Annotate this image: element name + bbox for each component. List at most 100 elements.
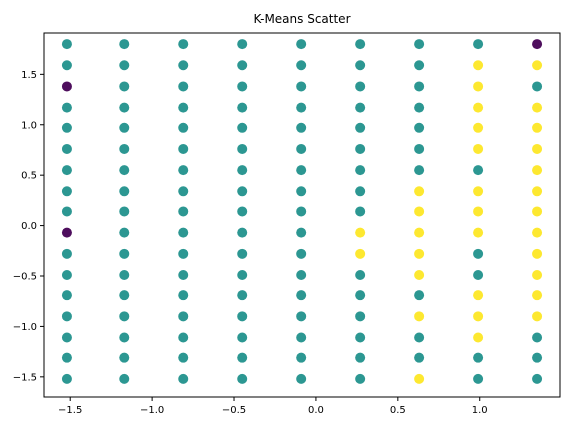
scatter-point-cluster-1	[355, 39, 366, 50]
scatter-point-cluster-1	[61, 186, 72, 197]
scatter-point-cluster-2	[532, 122, 543, 133]
scatter-point-cluster-1	[119, 373, 130, 384]
y-tick-label: 0.5	[21, 171, 37, 182]
y-axis-ticks: −1.5 −1.0 −0.5 0.0 0.5 1.0 1.5	[13, 70, 44, 383]
scatter-point-cluster-2	[532, 311, 543, 322]
scatter-point-cluster-1	[296, 290, 307, 301]
scatter-point-cluster-0	[61, 227, 72, 238]
scatter-point-cluster-1	[237, 227, 248, 238]
scatter-point-cluster-2	[414, 206, 425, 217]
scatter-point-cluster-1	[237, 373, 248, 384]
y-tick-label: 1.5	[21, 70, 37, 81]
scatter-point-cluster-1	[119, 122, 130, 133]
scatter-point-cluster-1	[355, 206, 366, 217]
plot-area-frame	[43, 32, 561, 398]
scatter-point-cluster-2	[473, 290, 484, 301]
scatter-points-layer	[61, 39, 543, 384]
scatter-point-cluster-2	[473, 227, 484, 238]
scatter-point-cluster-2	[473, 60, 484, 71]
scatter-point-cluster-1	[178, 39, 189, 50]
scatter-point-cluster-1	[355, 143, 366, 154]
scatter-point-cluster-2	[473, 332, 484, 343]
scatter-point-cluster-1	[532, 81, 543, 92]
scatter-point-cluster-1	[61, 39, 72, 50]
scatter-point-cluster-1	[119, 352, 130, 363]
scatter-point-cluster-1	[61, 165, 72, 176]
scatter-point-cluster-2	[532, 227, 543, 238]
scatter-point-cluster-2	[532, 248, 543, 259]
scatter-point-cluster-1	[414, 290, 425, 301]
scatter-point-cluster-1	[119, 332, 130, 343]
scatter-point-cluster-1	[414, 352, 425, 363]
scatter-point-cluster-1	[119, 269, 130, 280]
scatter-point-cluster-2	[473, 122, 484, 133]
scatter-point-cluster-1	[414, 143, 425, 154]
scatter-point-cluster-1	[473, 373, 484, 384]
scatter-point-cluster-2	[473, 186, 484, 197]
scatter-point-cluster-1	[355, 373, 366, 384]
scatter-point-cluster-1	[237, 352, 248, 363]
scatter-point-cluster-2	[532, 165, 543, 176]
x-tick-label: −1.5	[58, 405, 82, 416]
scatter-point-cluster-1	[178, 60, 189, 71]
scatter-point-cluster-1	[296, 269, 307, 280]
scatter-point-cluster-1	[61, 122, 72, 133]
scatter-point-cluster-1	[178, 143, 189, 154]
scatter-point-cluster-1	[237, 290, 248, 301]
scatter-point-cluster-1	[237, 122, 248, 133]
scatter-point-cluster-2	[414, 311, 425, 322]
scatter-point-cluster-1	[119, 311, 130, 322]
scatter-point-cluster-1	[296, 248, 307, 259]
scatter-point-cluster-1	[473, 248, 484, 259]
scatter-point-cluster-1	[296, 332, 307, 343]
scatter-point-cluster-1	[119, 248, 130, 259]
scatter-point-cluster-2	[473, 311, 484, 322]
scatter-point-cluster-1	[119, 39, 130, 50]
scatter-point-cluster-1	[414, 122, 425, 133]
chart-title: K-Means Scatter	[254, 12, 351, 26]
scatter-point-cluster-2	[532, 102, 543, 113]
scatter-point-cluster-1	[296, 143, 307, 154]
scatter-point-cluster-1	[237, 186, 248, 197]
scatter-point-cluster-1	[296, 60, 307, 71]
scatter-point-cluster-1	[178, 165, 189, 176]
scatter-point-cluster-2	[414, 227, 425, 238]
scatter-point-cluster-2	[473, 81, 484, 92]
scatter-point-cluster-1	[119, 206, 130, 217]
scatter-point-cluster-1	[178, 81, 189, 92]
scatter-point-cluster-1	[237, 102, 248, 113]
y-tick-label: −0.5	[13, 272, 37, 283]
scatter-point-cluster-1	[61, 248, 72, 259]
scatter-point-cluster-1	[414, 165, 425, 176]
x-tick-label: −1.0	[140, 405, 164, 416]
scatter-point-cluster-1	[237, 311, 248, 322]
scatter-point-cluster-1	[355, 122, 366, 133]
scatter-point-cluster-2	[355, 227, 366, 238]
scatter-point-cluster-2	[473, 102, 484, 113]
scatter-point-cluster-1	[532, 373, 543, 384]
y-tick-label: 0.0	[21, 221, 37, 232]
scatter-point-cluster-1	[296, 227, 307, 238]
scatter-point-cluster-1	[61, 332, 72, 343]
scatter-point-cluster-2	[532, 206, 543, 217]
scatter-point-cluster-1	[178, 352, 189, 363]
scatter-point-cluster-1	[532, 352, 543, 363]
scatter-point-cluster-1	[178, 332, 189, 343]
y-tick-label: 1.0	[21, 120, 37, 131]
scatter-point-cluster-1	[296, 102, 307, 113]
scatter-point-cluster-1	[178, 102, 189, 113]
x-tick-label: 0.5	[390, 405, 406, 416]
scatter-point-cluster-1	[414, 81, 425, 92]
scatter-point-cluster-1	[296, 373, 307, 384]
scatter-point-cluster-1	[178, 248, 189, 259]
scatter-point-cluster-1	[355, 60, 366, 71]
scatter-point-cluster-1	[237, 39, 248, 50]
scatter-point-cluster-0	[61, 81, 72, 92]
x-tick-label: 1.0	[472, 405, 488, 416]
scatter-point-cluster-1	[237, 143, 248, 154]
scatter-point-cluster-1	[237, 269, 248, 280]
scatter-point-cluster-1	[414, 102, 425, 113]
scatter-point-cluster-1	[296, 165, 307, 176]
scatter-point-cluster-2	[414, 269, 425, 280]
